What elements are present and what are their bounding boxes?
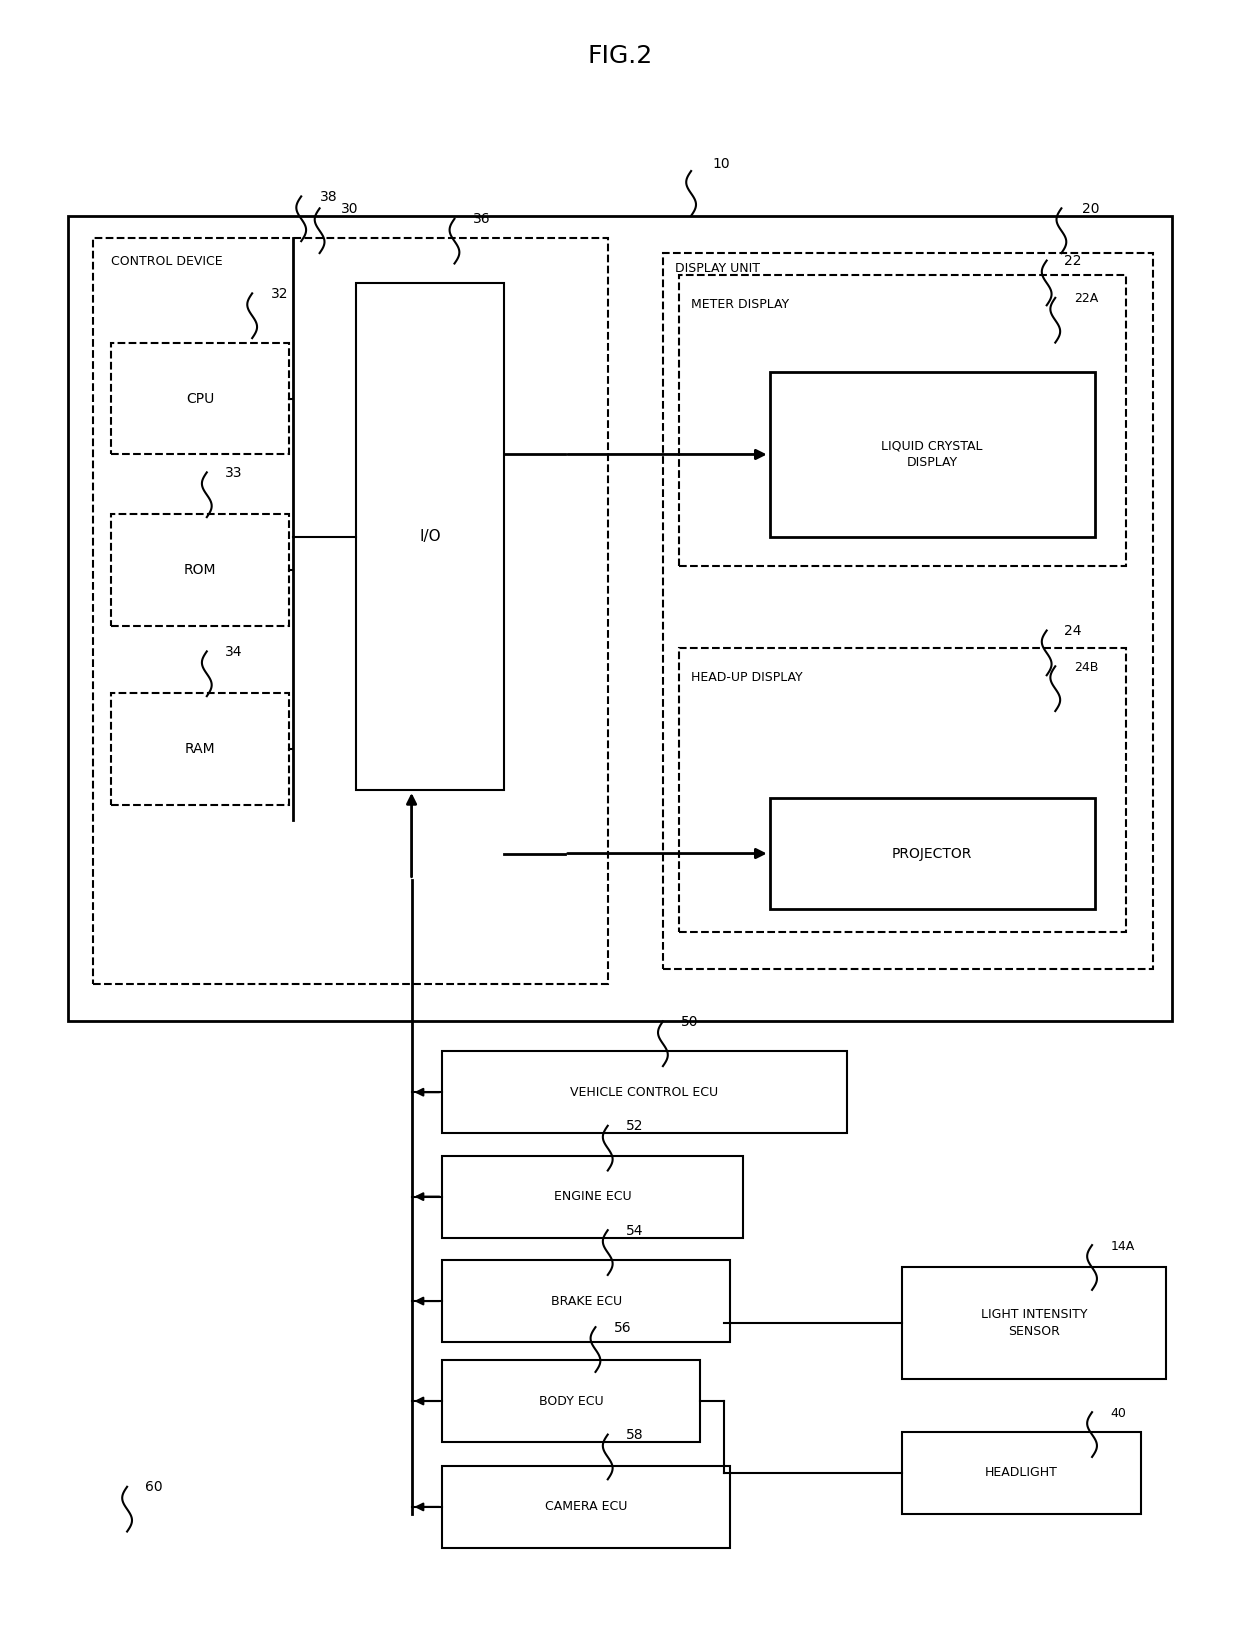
Text: 52: 52 bbox=[626, 1120, 644, 1133]
Text: 33: 33 bbox=[226, 466, 243, 479]
FancyBboxPatch shape bbox=[443, 1259, 730, 1342]
Text: VEHICLE CONTROL ECU: VEHICLE CONTROL ECU bbox=[570, 1086, 719, 1098]
Text: DISPLAY UNIT: DISPLAY UNIT bbox=[675, 263, 760, 276]
Text: RAM: RAM bbox=[185, 743, 216, 756]
FancyBboxPatch shape bbox=[770, 372, 1095, 536]
Text: CAMERA ECU: CAMERA ECU bbox=[546, 1500, 627, 1513]
Text: 30: 30 bbox=[341, 202, 358, 216]
FancyBboxPatch shape bbox=[443, 1155, 743, 1238]
Text: BRAKE ECU: BRAKE ECU bbox=[551, 1295, 621, 1308]
Text: 10: 10 bbox=[712, 158, 729, 171]
Text: 58: 58 bbox=[626, 1428, 644, 1441]
FancyBboxPatch shape bbox=[68, 216, 1172, 1022]
Text: CPU: CPU bbox=[186, 392, 215, 406]
Text: METER DISPLAY: METER DISPLAY bbox=[691, 297, 789, 310]
FancyBboxPatch shape bbox=[678, 276, 1126, 567]
Text: 32: 32 bbox=[270, 288, 288, 301]
Text: 24: 24 bbox=[1064, 624, 1081, 639]
Text: 22A: 22A bbox=[1074, 292, 1097, 306]
FancyBboxPatch shape bbox=[443, 1360, 699, 1441]
Text: ROM: ROM bbox=[184, 564, 216, 577]
Text: PROJECTOR: PROJECTOR bbox=[892, 847, 972, 861]
FancyBboxPatch shape bbox=[663, 254, 1153, 968]
Text: I/O: I/O bbox=[419, 530, 440, 544]
FancyBboxPatch shape bbox=[901, 1432, 1141, 1513]
FancyBboxPatch shape bbox=[112, 343, 289, 455]
Text: HEAD-UP DISPLAY: HEAD-UP DISPLAY bbox=[691, 671, 802, 684]
FancyBboxPatch shape bbox=[112, 514, 289, 626]
Text: LIQUID CRYSTAL
DISPLAY: LIQUID CRYSTAL DISPLAY bbox=[882, 439, 983, 470]
Text: 56: 56 bbox=[614, 1321, 631, 1334]
FancyBboxPatch shape bbox=[678, 648, 1126, 931]
Text: 36: 36 bbox=[472, 213, 491, 226]
Text: 14A: 14A bbox=[1111, 1240, 1135, 1253]
Text: 20: 20 bbox=[1083, 202, 1100, 216]
Text: 60: 60 bbox=[145, 1480, 164, 1495]
Text: 38: 38 bbox=[320, 190, 337, 203]
FancyBboxPatch shape bbox=[770, 798, 1095, 910]
Text: 50: 50 bbox=[681, 1014, 699, 1029]
FancyBboxPatch shape bbox=[443, 1466, 730, 1549]
Text: CONTROL DEVICE: CONTROL DEVICE bbox=[112, 255, 223, 268]
FancyBboxPatch shape bbox=[443, 1051, 847, 1133]
Text: HEADLIGHT: HEADLIGHT bbox=[985, 1466, 1058, 1479]
Text: 24B: 24B bbox=[1074, 661, 1099, 674]
Text: 54: 54 bbox=[626, 1224, 644, 1238]
Text: 34: 34 bbox=[226, 645, 243, 658]
FancyBboxPatch shape bbox=[901, 1268, 1166, 1380]
FancyBboxPatch shape bbox=[356, 283, 503, 790]
Text: 40: 40 bbox=[1111, 1407, 1126, 1420]
Text: FIG.2: FIG.2 bbox=[588, 44, 652, 68]
Text: ENGINE ECU: ENGINE ECU bbox=[553, 1190, 631, 1202]
FancyBboxPatch shape bbox=[112, 694, 289, 804]
FancyBboxPatch shape bbox=[93, 239, 608, 985]
Text: LIGHT INTENSITY
SENSOR: LIGHT INTENSITY SENSOR bbox=[981, 1308, 1087, 1339]
Text: BODY ECU: BODY ECU bbox=[538, 1394, 604, 1407]
Text: 22: 22 bbox=[1064, 254, 1081, 268]
